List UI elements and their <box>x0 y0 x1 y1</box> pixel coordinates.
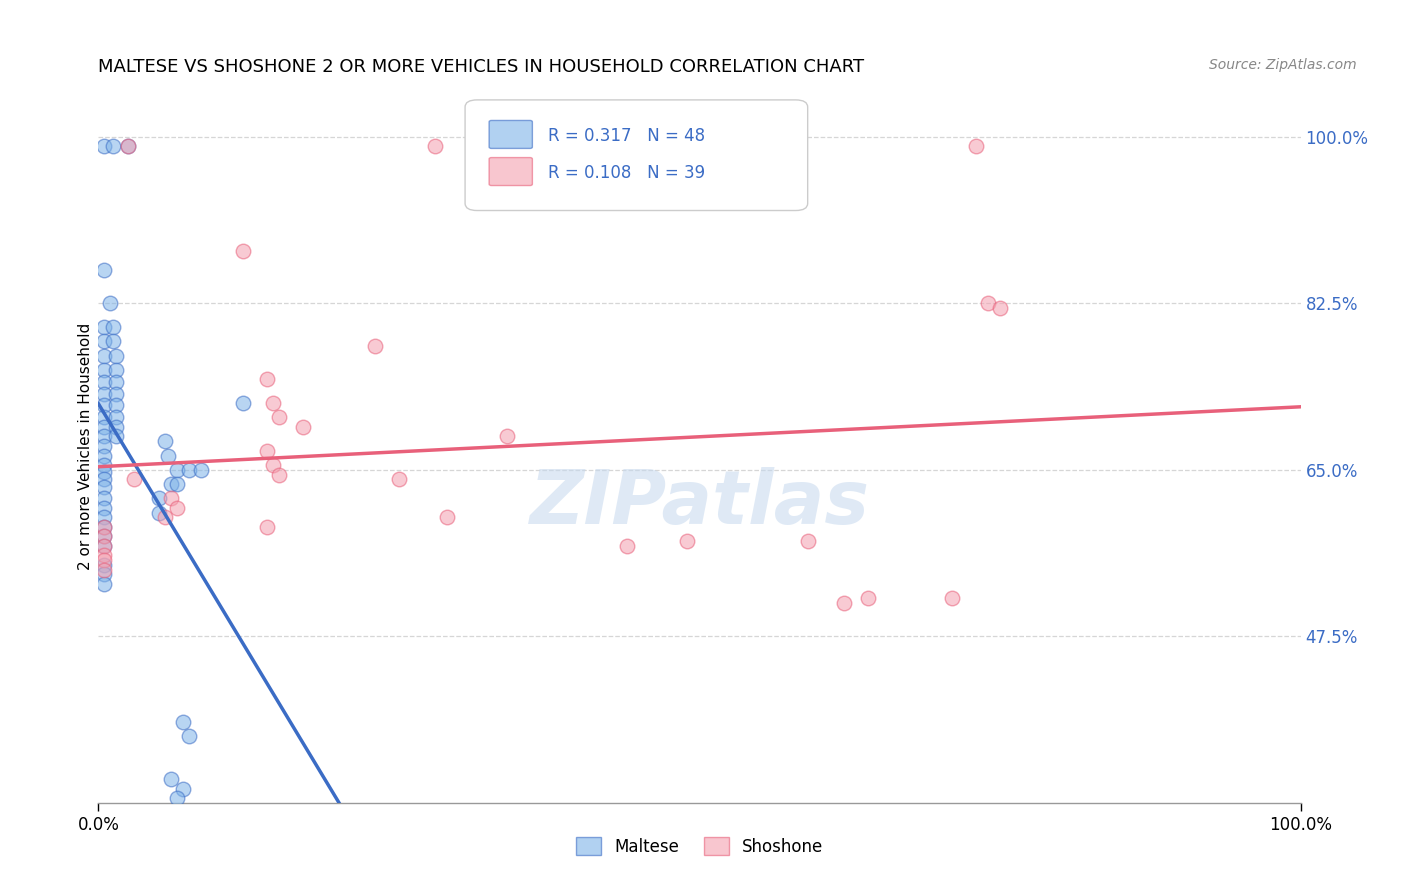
Point <box>232 244 254 258</box>
Point <box>93 529 115 543</box>
Point <box>105 386 128 401</box>
Point <box>262 396 284 410</box>
Point <box>93 429 115 443</box>
Point <box>93 349 115 363</box>
Point <box>105 420 128 434</box>
Point <box>256 443 278 458</box>
Point <box>148 491 170 506</box>
Point <box>101 139 124 153</box>
Point <box>105 376 128 390</box>
Text: ZIPatlas: ZIPatlas <box>530 467 869 540</box>
Point <box>977 296 1000 310</box>
Point <box>93 553 115 567</box>
Point <box>93 491 115 506</box>
Point <box>93 577 115 591</box>
Point <box>159 477 181 491</box>
Point <box>101 334 124 349</box>
Legend: Maltese, Shoshone: Maltese, Shoshone <box>569 830 830 863</box>
Point <box>616 539 638 553</box>
Point <box>262 458 284 472</box>
Point <box>93 420 115 434</box>
Point <box>496 429 519 443</box>
Point <box>166 463 188 477</box>
Point <box>117 139 139 153</box>
Point <box>93 567 115 582</box>
Point <box>159 772 181 786</box>
Y-axis label: 2 or more Vehicles in Household: 2 or more Vehicles in Household <box>77 322 93 570</box>
Point <box>93 439 115 453</box>
Point <box>93 520 115 534</box>
Point <box>166 477 188 491</box>
Point <box>105 398 128 412</box>
FancyBboxPatch shape <box>489 158 533 186</box>
Point <box>232 396 254 410</box>
Point <box>93 139 115 153</box>
Point <box>93 563 115 577</box>
Point <box>105 410 128 425</box>
Point <box>988 301 1011 315</box>
Point <box>93 363 115 377</box>
Point <box>291 420 314 434</box>
Point <box>364 339 387 353</box>
Point <box>93 398 115 412</box>
Point <box>941 591 963 606</box>
Point <box>93 529 115 543</box>
Point <box>93 558 115 572</box>
Point <box>172 714 194 729</box>
Point <box>856 591 879 606</box>
Point <box>93 472 115 486</box>
Point <box>105 349 128 363</box>
Point <box>93 480 115 494</box>
Point <box>93 539 115 553</box>
Text: MALTESE VS SHOSHONE 2 OR MORE VEHICLES IN HOUSEHOLD CORRELATION CHART: MALTESE VS SHOSHONE 2 OR MORE VEHICLES I… <box>98 58 865 76</box>
Point <box>177 463 200 477</box>
Point <box>256 520 278 534</box>
Point <box>93 510 115 524</box>
Point <box>256 372 278 386</box>
Point <box>93 376 115 390</box>
Point <box>93 549 115 563</box>
Point <box>105 363 128 377</box>
Point <box>267 467 290 482</box>
Point <box>159 491 181 506</box>
Point <box>101 320 124 334</box>
Point <box>832 596 855 610</box>
Point <box>105 429 128 443</box>
Point <box>190 463 212 477</box>
Point <box>148 506 170 520</box>
Point <box>117 139 139 153</box>
Point <box>93 410 115 425</box>
Point <box>965 139 987 153</box>
Point <box>93 458 115 472</box>
Point <box>796 534 818 549</box>
Point <box>177 729 200 743</box>
Point <box>93 500 115 515</box>
Point <box>93 520 115 534</box>
Point <box>153 434 176 449</box>
FancyBboxPatch shape <box>489 120 533 148</box>
Point <box>93 539 115 553</box>
Text: R = 0.108   N = 39: R = 0.108 N = 39 <box>548 164 706 182</box>
Point <box>93 334 115 349</box>
FancyBboxPatch shape <box>465 100 807 211</box>
Text: Source: ZipAtlas.com: Source: ZipAtlas.com <box>1209 58 1357 72</box>
Point <box>93 320 115 334</box>
Point <box>166 791 188 805</box>
Point <box>172 781 194 796</box>
Point <box>93 465 115 479</box>
Point <box>153 510 176 524</box>
Point <box>166 500 188 515</box>
Point <box>157 449 180 463</box>
Point <box>93 449 115 463</box>
Point <box>93 386 115 401</box>
Point <box>267 410 290 425</box>
Point <box>93 263 115 277</box>
Point <box>100 296 122 310</box>
Point <box>423 139 446 153</box>
Point <box>676 534 699 549</box>
Point <box>436 510 458 524</box>
Point <box>388 472 411 486</box>
Text: R = 0.317   N = 48: R = 0.317 N = 48 <box>548 128 706 145</box>
Point <box>124 472 146 486</box>
